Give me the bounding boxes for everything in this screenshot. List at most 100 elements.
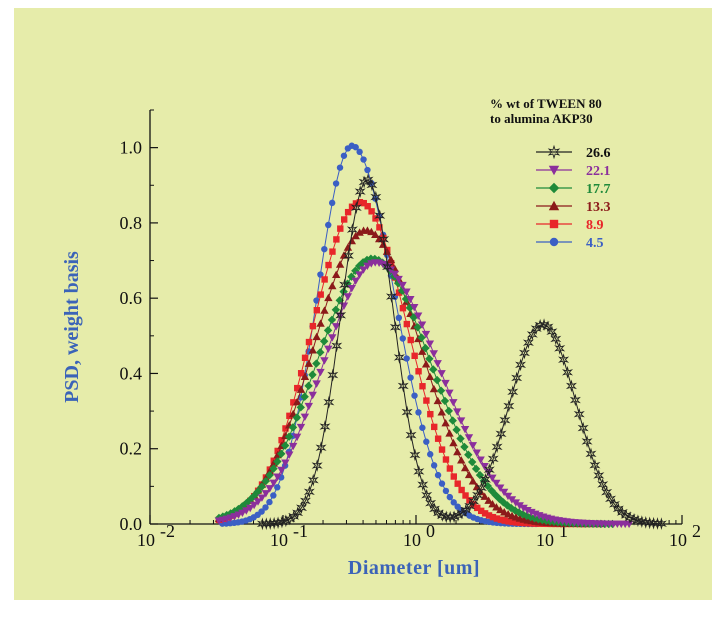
data-point <box>407 336 414 344</box>
data-point <box>515 358 527 372</box>
data-point <box>441 379 450 388</box>
data-point <box>370 190 382 204</box>
data-point <box>360 156 367 163</box>
data-point <box>433 360 442 368</box>
data-point <box>328 199 336 207</box>
data-point <box>403 355 410 362</box>
legend-label: 26.6 <box>586 146 611 161</box>
x-tick-exponent: 1 <box>559 521 568 541</box>
data-point <box>218 512 228 521</box>
data-point <box>280 441 290 450</box>
data-point <box>589 458 601 472</box>
data-point <box>327 315 337 325</box>
data-point <box>320 306 329 314</box>
x-tick-label: 10 <box>270 530 288 550</box>
data-point <box>481 510 489 517</box>
data-point <box>382 260 394 274</box>
data-point <box>526 512 535 522</box>
data-point <box>577 421 589 435</box>
legend-label: 8.9 <box>586 218 604 233</box>
x-tick-label: 10 <box>669 530 687 550</box>
data-point <box>495 427 507 441</box>
data-point <box>489 513 497 521</box>
data-point <box>446 465 454 472</box>
data-point <box>410 303 419 312</box>
data-point <box>405 428 417 442</box>
data-point <box>350 201 362 215</box>
data-point <box>331 305 341 314</box>
data-point <box>487 452 499 466</box>
data-point <box>387 260 395 267</box>
data-point <box>457 456 466 464</box>
legend-item-17.7: 17.7 <box>536 182 611 197</box>
series-8.9 <box>215 199 587 528</box>
x-tick-label: 10 <box>536 530 554 550</box>
data-point <box>327 368 339 382</box>
data-point <box>335 308 347 322</box>
data-point <box>304 359 314 367</box>
data-point <box>452 508 464 522</box>
data-point <box>464 434 474 442</box>
data-point <box>359 266 368 274</box>
data-point <box>444 510 456 524</box>
data-point <box>431 423 438 431</box>
data-point <box>242 507 251 515</box>
data-point <box>492 503 501 511</box>
data-point <box>341 216 348 223</box>
data-point <box>534 318 546 332</box>
data-point <box>355 271 364 279</box>
data-point <box>417 321 427 329</box>
data-point <box>419 424 426 431</box>
data-point <box>550 332 562 346</box>
data-point <box>269 464 278 473</box>
y-tick-label: 0.0 <box>120 514 143 534</box>
data-point <box>474 504 481 512</box>
data-point <box>360 199 367 207</box>
data-point <box>331 323 341 331</box>
data-point <box>272 516 284 530</box>
data-point <box>339 278 351 292</box>
data-point <box>511 371 523 385</box>
data-point <box>406 295 415 304</box>
data-point <box>313 297 320 304</box>
series-26.6 <box>256 173 667 531</box>
data-point <box>288 510 300 523</box>
data-point <box>323 395 335 409</box>
data-point <box>394 275 403 284</box>
data-point <box>274 447 281 455</box>
data-point <box>548 200 560 211</box>
data-point <box>296 403 305 412</box>
data-point <box>317 271 324 278</box>
data-point <box>315 441 327 455</box>
data-point <box>475 481 487 495</box>
data-point <box>325 261 332 269</box>
data-point <box>292 433 302 442</box>
data-point <box>312 380 321 388</box>
data-point <box>299 494 311 508</box>
data-point <box>393 351 405 364</box>
x-tick-exponent: -1 <box>293 521 308 541</box>
data-point <box>399 335 406 342</box>
data-point <box>432 375 442 385</box>
data-point <box>308 391 317 400</box>
data-point <box>337 225 344 232</box>
data-point <box>382 247 392 255</box>
data-point <box>442 456 450 463</box>
data-point <box>332 180 340 187</box>
data-point <box>257 482 267 491</box>
data-point <box>324 345 333 354</box>
data-point <box>316 319 325 327</box>
data-point <box>319 420 331 433</box>
legend-label: 13.3 <box>586 200 611 215</box>
data-point <box>397 379 409 393</box>
data-point <box>518 510 528 519</box>
data-point <box>423 397 430 404</box>
data-point <box>425 496 437 510</box>
data-point <box>542 320 554 334</box>
data-point <box>501 517 508 524</box>
data-point <box>300 392 309 401</box>
data-point <box>385 290 398 303</box>
data-point <box>324 293 333 302</box>
data-point <box>281 459 290 467</box>
data-point <box>296 423 306 432</box>
